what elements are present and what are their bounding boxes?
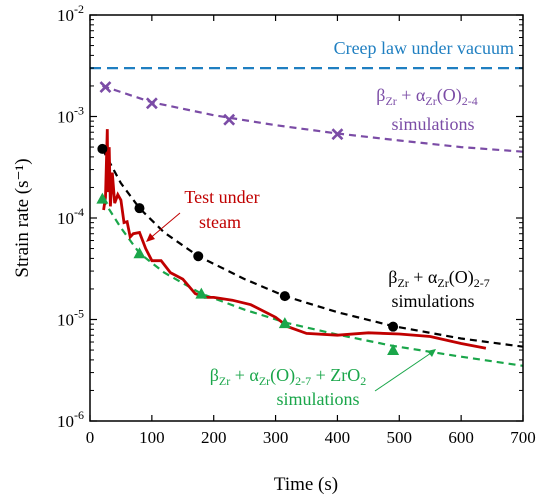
x-tick-label: 500 xyxy=(387,428,413,447)
y-tick-label: 10-6 xyxy=(57,408,84,431)
y-tick-label: 10-3 xyxy=(57,104,84,127)
data-point-x-stroke xyxy=(99,81,112,93)
data-point-circle xyxy=(193,251,204,262)
data-point-x-stroke xyxy=(223,113,236,126)
data-point-circle xyxy=(279,291,290,302)
tick-layer: 0 100 200 300 400 500 600 700 10-6 10-5 10-4 10-3 10… xyxy=(57,2,536,447)
data-point-triangle xyxy=(133,247,146,259)
series-line xyxy=(101,148,524,348)
annotation-sim-zro2-line2: simulations xyxy=(276,389,359,409)
annotation-sim-2-4-line1: βZr + αZr(O)2-4 xyxy=(376,85,477,108)
series-line xyxy=(102,129,487,350)
series-line xyxy=(101,198,524,367)
x-tick-label: 600 xyxy=(448,428,474,447)
x-tick-label: 300 xyxy=(263,428,289,447)
annotation-steam-line1: Test under xyxy=(184,187,259,207)
x-tick-label: 200 xyxy=(201,428,227,447)
annotation-steam-arrowhead xyxy=(146,233,155,242)
annotation-sim-2-7-line1: βZr + αZr(O)2-7 xyxy=(388,267,489,290)
data-point-triangle xyxy=(96,192,109,204)
y-tick-label: 10-2 xyxy=(57,2,84,25)
x-tick-label: 400 xyxy=(325,428,351,447)
data-point-circle xyxy=(388,321,399,332)
data-point-x xyxy=(99,81,112,93)
annotation-sim-2-4-line2: simulations xyxy=(391,114,474,134)
data-point-x xyxy=(223,113,236,126)
series-line xyxy=(102,84,524,153)
x-axis-label: Time (s) xyxy=(274,474,338,495)
data-point-x-stroke xyxy=(331,128,344,141)
annotation-sim-zro2-arrowhead xyxy=(427,349,436,357)
y-tick-label: 10-5 xyxy=(57,307,84,330)
annotation-sim-2-4: βZr + αZr(O)2-4 simulations xyxy=(376,85,477,134)
annotation-sim-2-7-line2: simulations xyxy=(391,291,474,311)
annotation-sim-zro2-arrow xyxy=(374,350,435,392)
y-tick-label: 10-4 xyxy=(57,205,84,228)
x-tick-label: 700 xyxy=(510,428,536,447)
x-tick-label: 100 xyxy=(139,428,165,447)
y-axis-label: Strain rate (s⁻¹) xyxy=(12,158,33,277)
data-point-triangle xyxy=(195,287,208,299)
data-point-triangle xyxy=(387,344,400,356)
annotation-sim-zro2-line1: βZr + αZr(O)2-7 + ZrO2 xyxy=(210,365,367,388)
annotation-sim-zro2: βZr + αZr(O)2-7 + ZrO2 simulations xyxy=(210,349,436,409)
data-point-x-stroke xyxy=(145,97,158,110)
annotation-steam-arrow xyxy=(147,212,181,241)
data-point-circle xyxy=(97,143,108,154)
data-point-triangle xyxy=(278,317,291,329)
annotation-steam: Test under steam xyxy=(146,187,260,242)
x-tick-label: 0 xyxy=(86,428,95,447)
marker-layer xyxy=(96,81,400,356)
annotation-steam-line2: steam xyxy=(199,212,241,232)
annotation-vacuum: Creep law under vacuum xyxy=(334,38,514,58)
annotation-sim-2-7: βZr + αZr(O)2-7 simulations xyxy=(388,267,489,311)
data-point-x xyxy=(145,97,158,110)
data-point-circle xyxy=(134,203,145,214)
data-point-x xyxy=(331,128,344,141)
series-layer xyxy=(90,66,524,367)
